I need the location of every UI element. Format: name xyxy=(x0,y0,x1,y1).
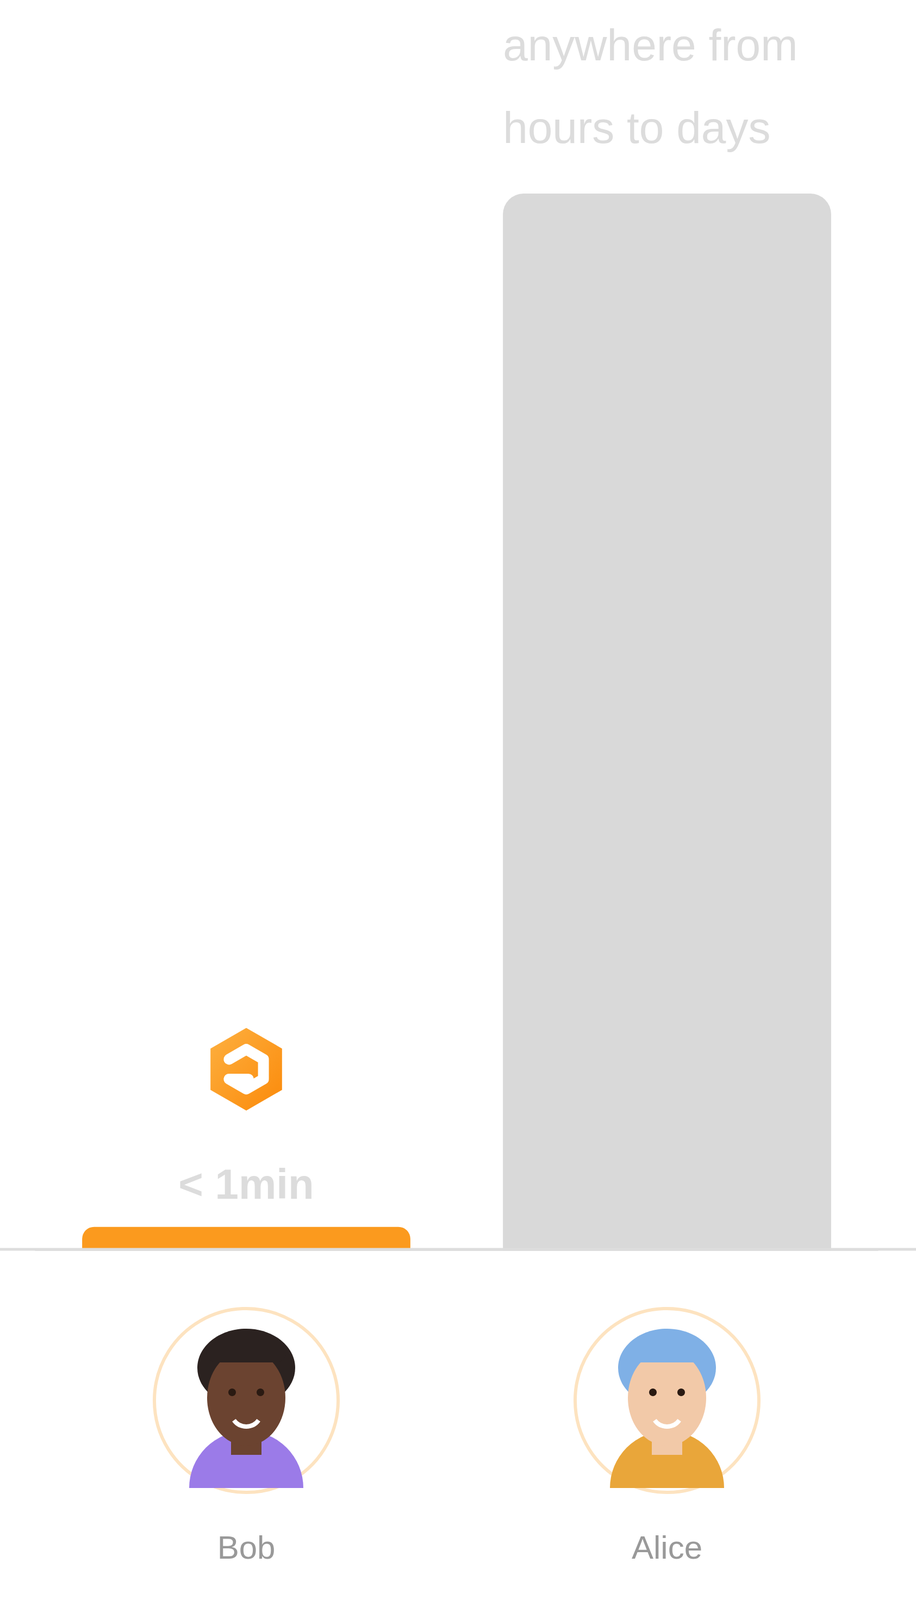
svg-text:Bob: Bob xyxy=(217,1529,276,1566)
svg-text:hours to days: hours to days xyxy=(502,102,771,153)
svg-text:Alice: Alice xyxy=(631,1529,703,1566)
svg-text:< 1min: < 1min xyxy=(178,1160,314,1208)
svg-text:anywhere from: anywhere from xyxy=(502,20,810,70)
